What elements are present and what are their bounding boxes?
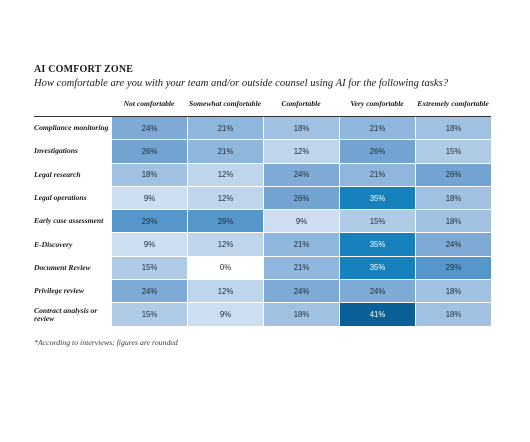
column-header-row: Not comfortable Somewhat comfortable Com…	[34, 92, 491, 117]
heatmap-cell: 18%	[111, 163, 187, 187]
heatmap-cell: 21%	[339, 163, 415, 187]
heatmap-cell: 21%	[187, 117, 263, 141]
heatmap-cell: 9%	[263, 210, 339, 234]
heatmap-cell: 24%	[263, 280, 339, 304]
heatmap-cell: 24%	[111, 280, 187, 304]
heatmap-cell: 18%	[415, 117, 491, 141]
row-label: Investigations	[34, 140, 111, 164]
table-row: E-Discovery 9% 12% 21% 35% 24%	[34, 233, 491, 257]
heatmap-cell: 21%	[263, 256, 339, 281]
heatmap-cell: 24%	[263, 163, 339, 187]
heatmap-cell: 35%	[339, 233, 415, 257]
table-row: Compliance monitoring 24% 21% 18% 21% 18…	[34, 117, 491, 141]
heatmap-cell: 9%	[187, 303, 263, 327]
heatmap-cell: 18%	[415, 280, 491, 304]
column-header: Comfortable	[263, 92, 339, 117]
heatmap-cell: 26%	[415, 163, 491, 187]
table-row: Early case assessment 29% 29% 9% 15% 18%	[34, 210, 491, 234]
heatmap-cell: 26%	[339, 140, 415, 164]
chart-title: AI COMFORT ZONE	[34, 64, 134, 75]
heatmap-cell: 21%	[263, 233, 339, 257]
heatmap-cell: 29%	[187, 210, 263, 234]
heatmap-cell: 15%	[111, 303, 187, 327]
heatmap-cell: 12%	[187, 163, 263, 187]
heatmap-cell: 15%	[415, 140, 491, 164]
row-label: Legal research	[34, 164, 111, 187]
footnote: *According to interviews; figures are ro…	[34, 338, 178, 347]
column-header: Somewhat comfortable	[187, 92, 263, 117]
column-header: Very comfortable	[339, 92, 415, 117]
table-row: Document Review 15% 0% 21% 35% 29%	[34, 256, 491, 281]
heatmap-cell: 0%	[187, 256, 263, 281]
heatmap-cell: 35%	[339, 256, 415, 281]
table-row: Legal operations 9% 12% 26% 35% 18%	[34, 186, 491, 211]
row-label: E-Discovery	[34, 233, 111, 257]
heatmap-cell: 18%	[415, 303, 491, 327]
heatmap-cell: 24%	[415, 233, 491, 257]
column-header: Not comfortable	[111, 92, 187, 117]
heatmap-cell: 18%	[263, 117, 339, 141]
heatmap-cell: 21%	[339, 117, 415, 141]
heatmap-cell: 26%	[111, 140, 187, 164]
row-label: Early case assessment	[34, 210, 111, 234]
chart-subtitle: How comfortable are you with your team a…	[34, 78, 449, 89]
column-header: Extremely comfortable	[415, 92, 491, 117]
table-row: Legal research 18% 12% 24% 21% 26%	[34, 163, 491, 187]
heatmap-cell: 18%	[415, 210, 491, 234]
heatmap-table: Not comfortable Somewhat comfortable Com…	[34, 92, 491, 327]
heatmap-cell: 9%	[111, 233, 187, 257]
row-label: Compliance monitoring	[34, 117, 111, 141]
heatmap-cell: 24%	[339, 280, 415, 304]
heatmap-cell: 41%	[339, 303, 415, 327]
row-label: Contract analysis or review	[34, 303, 111, 327]
heatmap-cell: 9%	[111, 186, 187, 211]
header-corner	[34, 92, 111, 117]
table-row: Contract analysis or review 15% 9% 18% 4…	[34, 303, 491, 327]
heatmap-cell: 12%	[187, 233, 263, 257]
heatmap-cell: 24%	[111, 117, 187, 141]
row-label: Legal operations	[34, 187, 111, 211]
heatmap-cell: 12%	[187, 280, 263, 304]
heatmap-cell: 29%	[415, 256, 491, 281]
heatmap-cell: 18%	[263, 303, 339, 327]
heatmap-cell: 29%	[111, 210, 187, 234]
heatmap-cell: 26%	[263, 186, 339, 211]
row-label: Privilege review	[34, 280, 111, 304]
table-row: Privilege review 24% 12% 24% 24% 18%	[34, 280, 491, 304]
row-label: Document Review	[34, 257, 111, 281]
heatmap-cell: 12%	[187, 186, 263, 211]
heatmap-cell: 21%	[187, 140, 263, 164]
heatmap-cell: 18%	[415, 186, 491, 211]
heatmap-cell: 15%	[111, 256, 187, 281]
heatmap-cell: 35%	[339, 186, 415, 211]
heatmap-cell: 15%	[339, 210, 415, 234]
table-row: Investigations 26% 21% 12% 26% 15%	[34, 140, 491, 164]
heatmap-cell: 12%	[263, 140, 339, 164]
